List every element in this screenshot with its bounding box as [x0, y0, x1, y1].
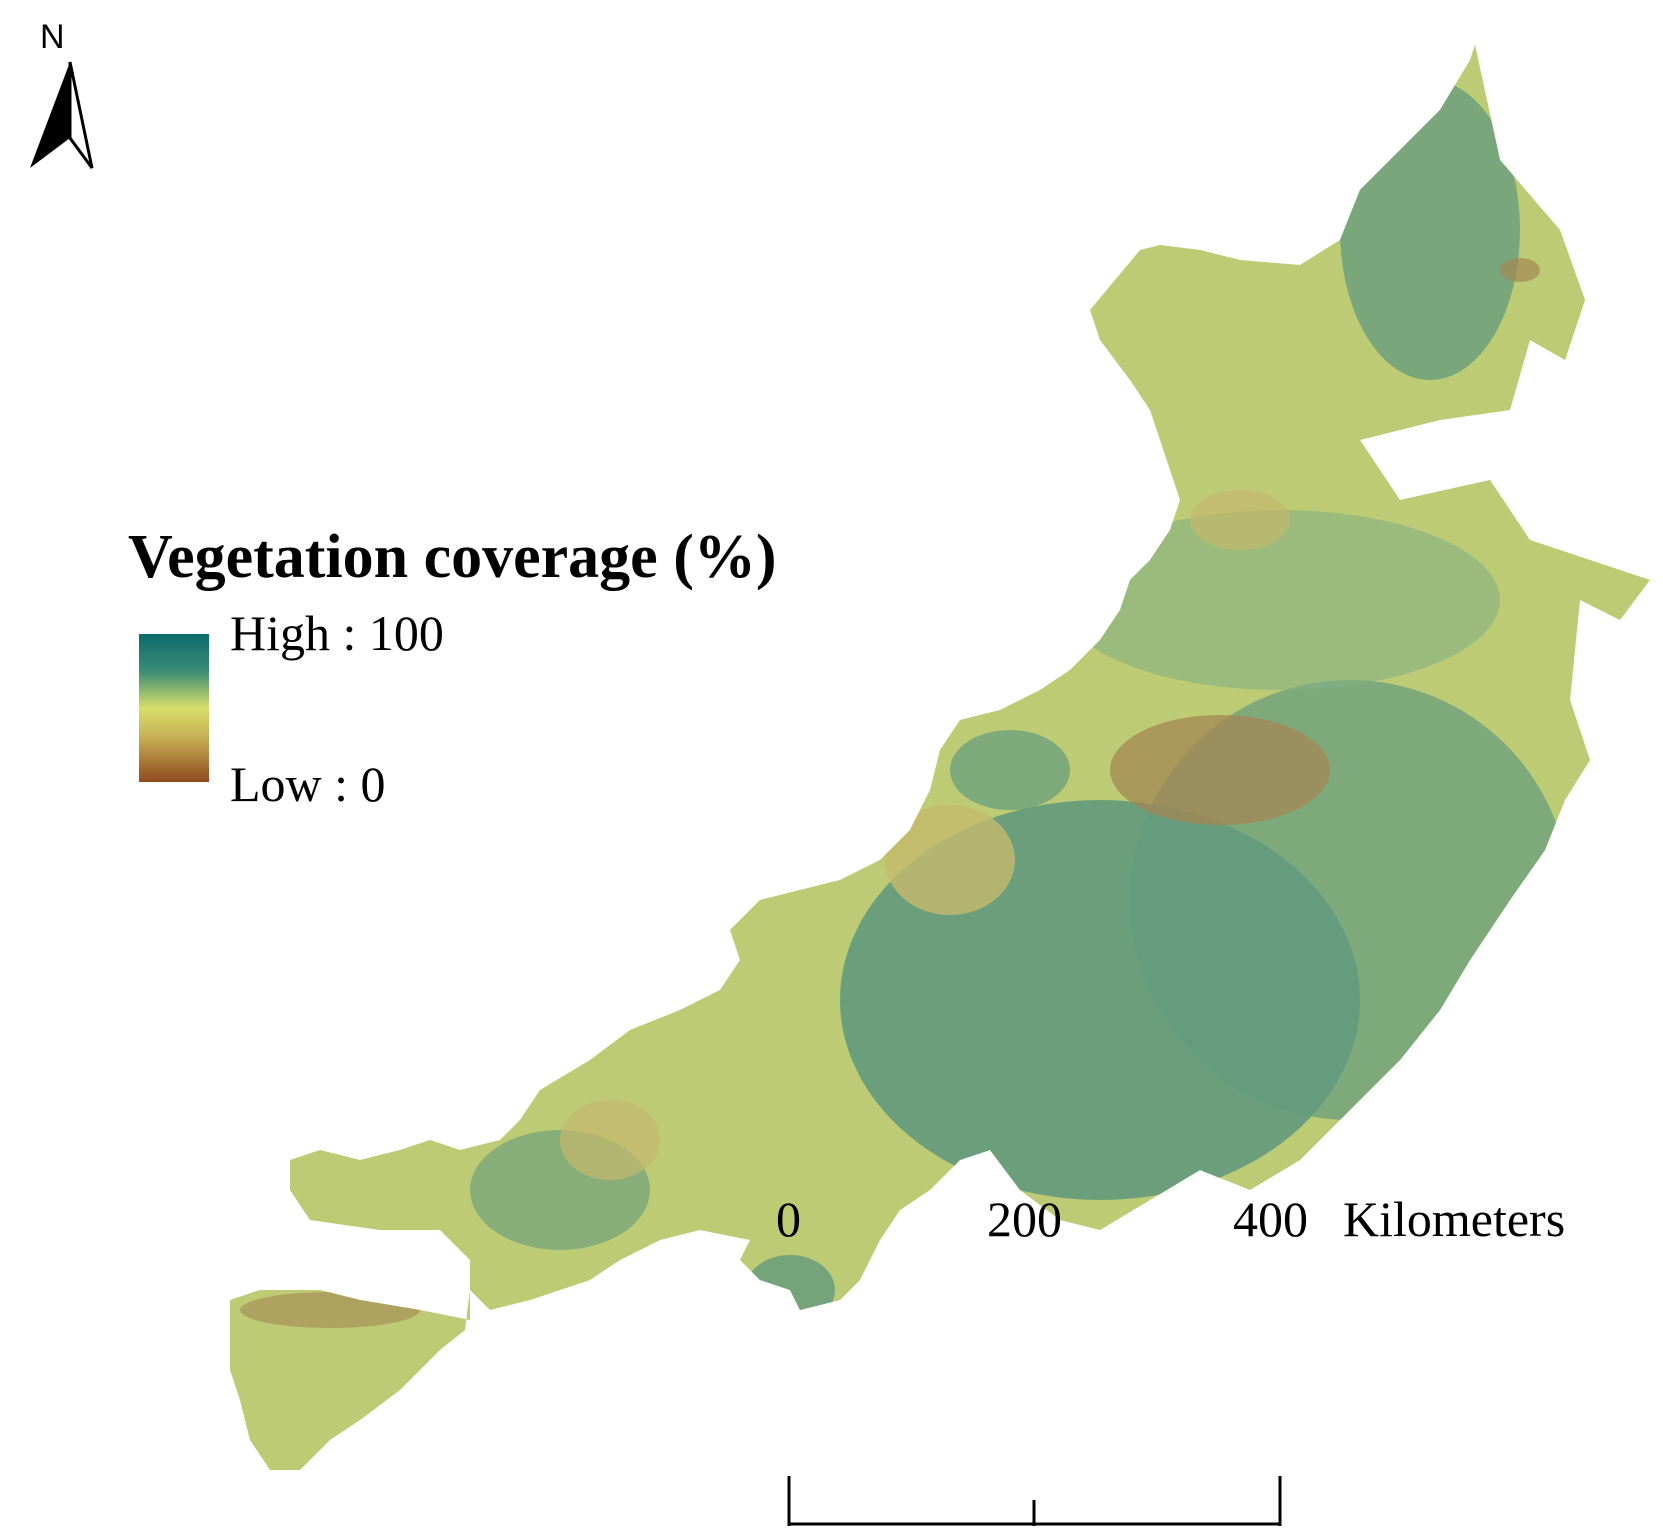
north-arrow-label: N [40, 18, 65, 56]
scale-tick-200: 200 [987, 1191, 1062, 1247]
legend-high-label: High : 100 [230, 605, 444, 661]
legend-color-ramp [139, 634, 209, 782]
scale-unit: Kilometers [1343, 1191, 1566, 1247]
north-arrow-icon [30, 61, 94, 169]
vegetation-raster [230, 45, 1650, 1470]
scale-tick-400: 400 [1233, 1191, 1308, 1247]
legend-low-label: Low : 0 [230, 756, 386, 812]
legend-title: Vegetation coverage (%) [128, 523, 777, 591]
scale-tick-0: 0 [776, 1191, 801, 1247]
raster-texture [230, 45, 1650, 1470]
scale-bar [787, 1476, 1282, 1526]
